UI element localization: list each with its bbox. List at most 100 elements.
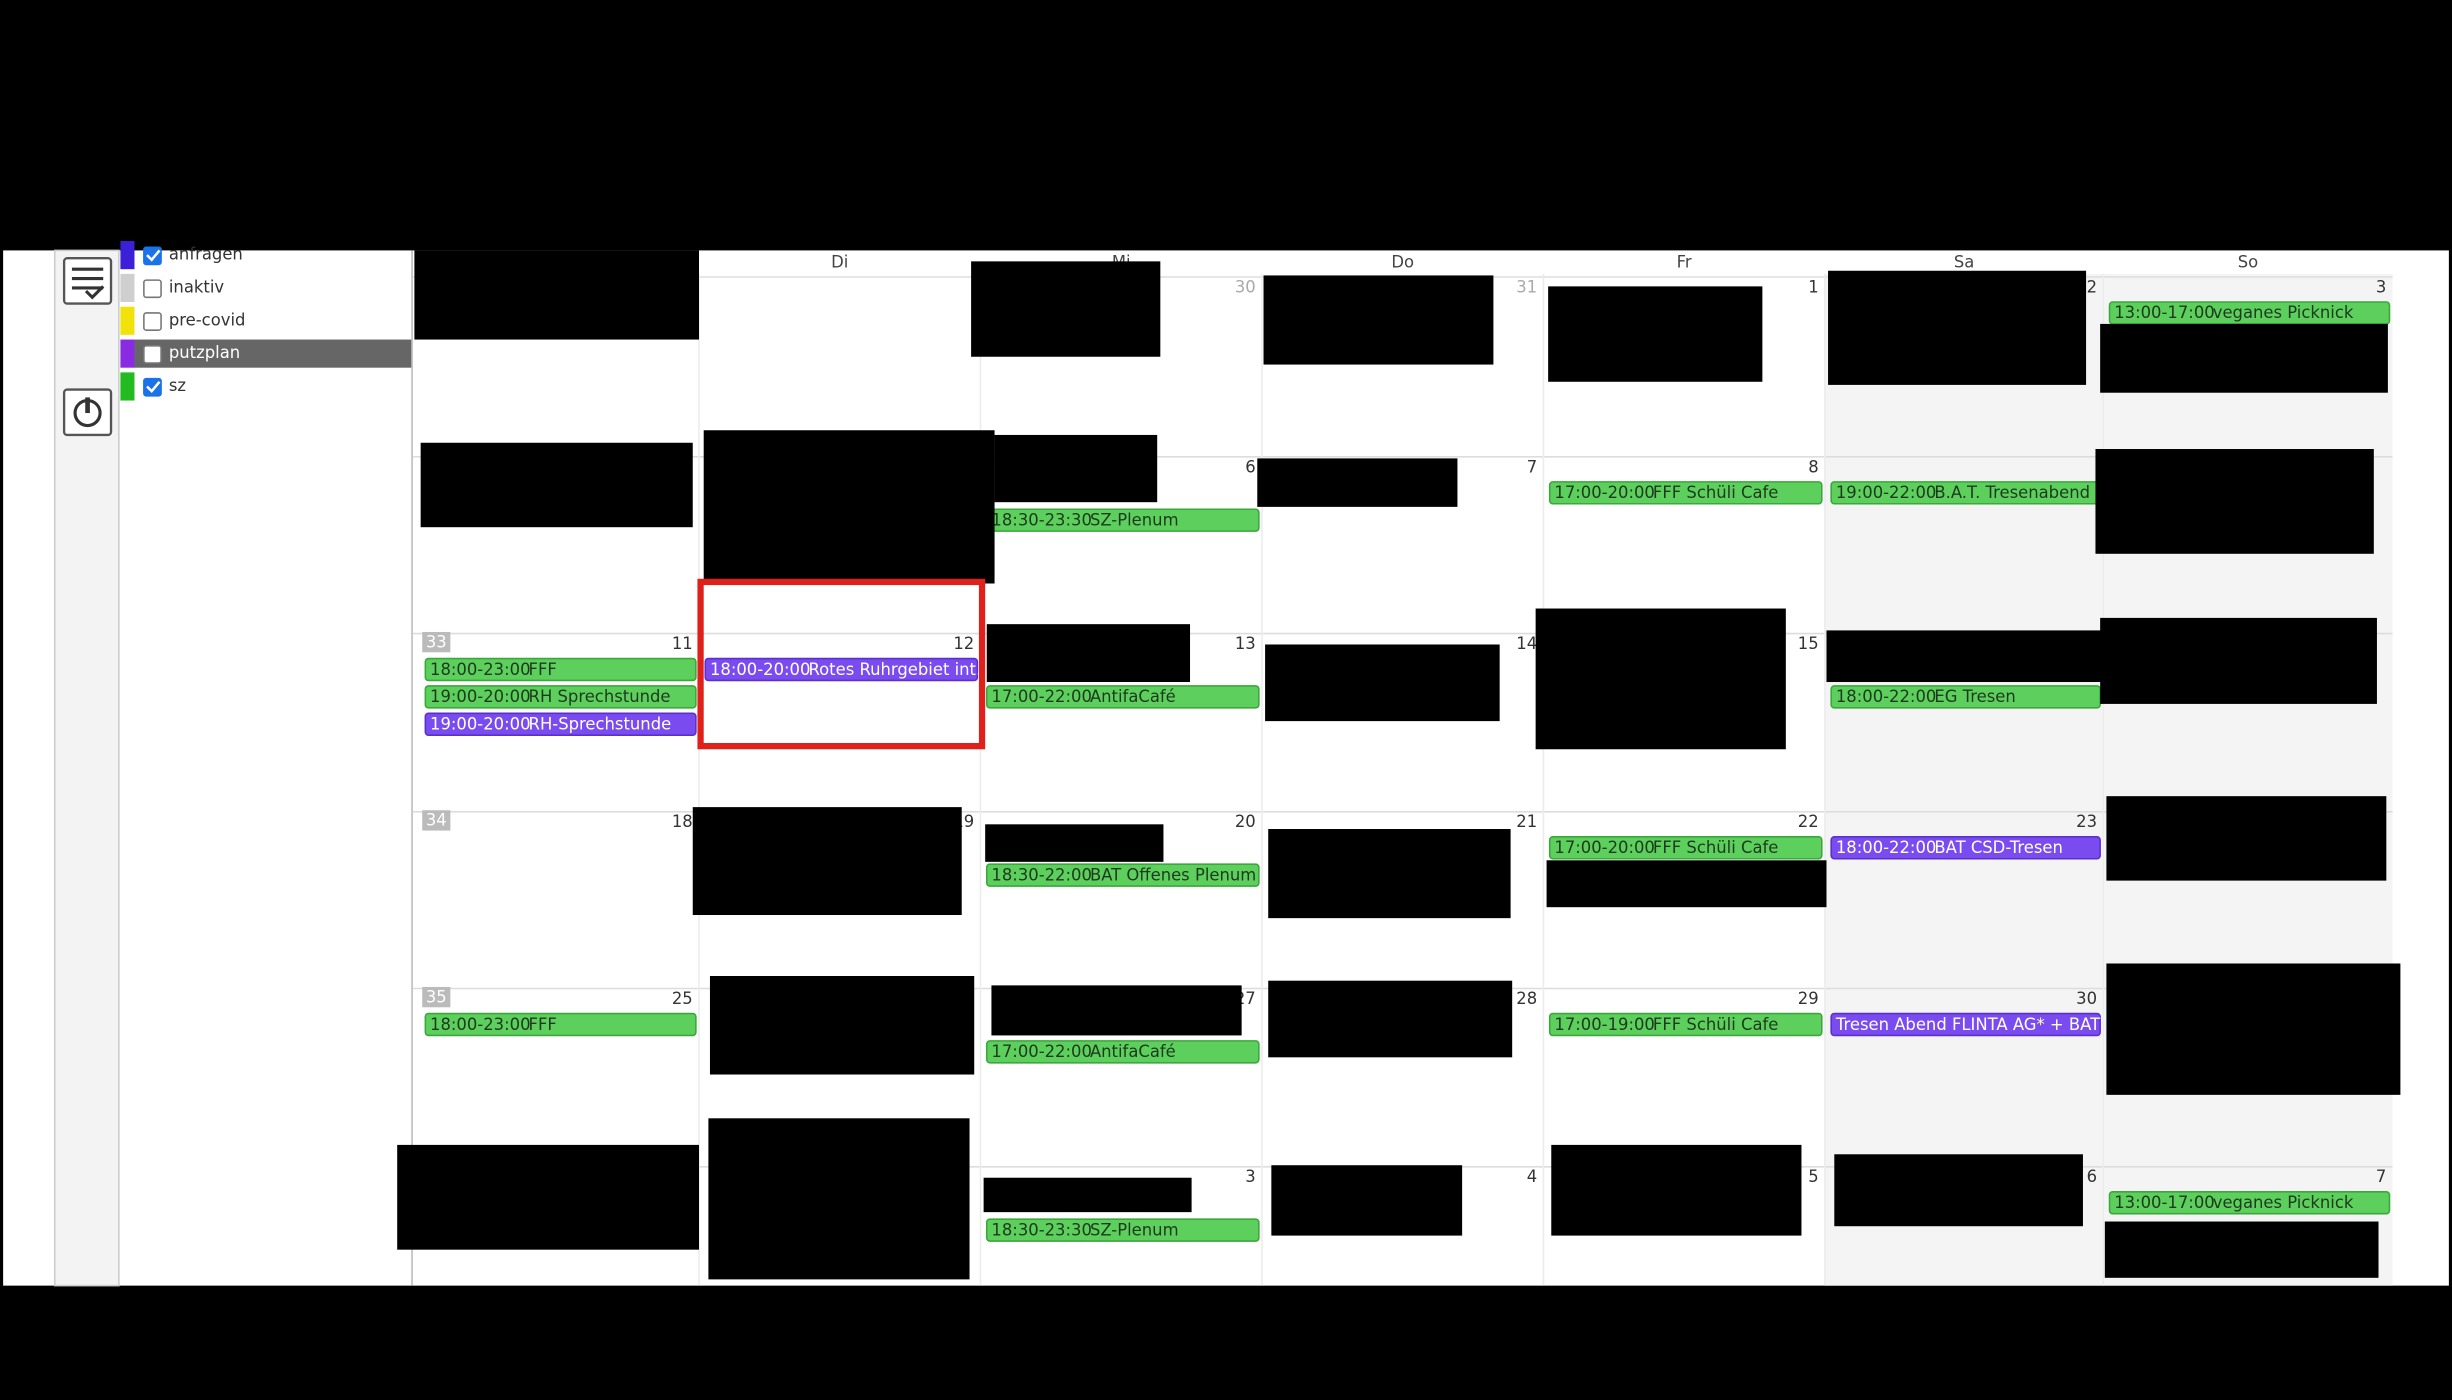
day-number: 18 [672,812,693,831]
calendar-item[interactable]: pre-covid [120,306,246,335]
event-bar [424,1012,697,1037]
day-number: 12 [953,634,974,653]
checkbox [143,377,162,397]
event-bar [2108,1191,2391,1215]
event-time: 18:30-23:30 [991,1220,1091,1239]
checkbox [143,312,162,331]
week-number-bg [422,986,451,1008]
calendar-label: pre-covid [169,310,246,329]
event-bar [704,657,979,682]
day-number: 5 [1808,1167,1818,1186]
day-number: 3 [2376,277,2386,296]
event-time: 13:00-17:00 [2114,303,2214,322]
event-bar [1548,481,1823,505]
weekday: So [2238,252,2258,271]
event-title: Rotes Ruhrgebiet int… [808,660,992,679]
event-bar [985,863,1260,887]
day-number: 15 [1798,634,1819,653]
event-bar [985,1218,1260,1242]
selected-row [134,339,412,368]
event-bar [1830,836,2101,860]
day-number: 1 [1808,277,1818,296]
calendar-label: sz [169,376,186,395]
power-button[interactable] [62,388,113,437]
event-title: SZ-Plenum [1090,1220,1179,1239]
event-bar [985,1040,1260,1064]
calendar-item[interactable]: putzplan [120,339,412,368]
event-bar [424,685,697,709]
event-time: 17:00-22:00 [991,687,1091,706]
redactions [397,250,2401,1280]
event-time: 18:00-23:00 [430,1015,530,1034]
calendar-label: putzplan [169,343,240,362]
event-title: Tresen Abend FLINTA AG* + BAT [1835,1015,2101,1034]
calendar-color [120,241,135,270]
day-number: 20 [1235,812,1256,831]
event-title: BAT CSD-Tresen [1934,838,2063,857]
day-number: 7 [2376,1167,2386,1186]
day-number: 6 [2087,1167,2097,1186]
calendar-color [120,339,135,368]
event-title: BAT Offenes Plenum [1090,865,1256,884]
day-number: 14 [1516,634,1537,653]
event-time: 18:30-23:30 [991,510,1091,529]
calendar-item[interactable]: anfragen [120,241,243,270]
day-number: 30 [1235,277,1256,296]
event-title: veganes Picknick [2213,303,2354,322]
calendar-item[interactable]: sz [120,372,186,401]
day-number: 30 [2076,989,2097,1008]
day-number: 6 [1245,457,1255,476]
day-number: 29 [1798,989,1819,1008]
event-time: 18:00-20:00 [710,660,810,679]
event[interactable]: 19:00-22:00B.A.T. Tresenabend [1830,481,2101,505]
calendar-color [120,306,135,335]
calendar-label: anfragen [169,245,243,264]
event-bar [1548,836,1823,860]
event-title: veganes Picknick [2213,1193,2354,1212]
event-bar [1830,685,2101,709]
event-title: FFF Schüli Cafe [1653,838,1778,857]
list-view-button[interactable] [62,257,113,305]
highlight-box [697,578,986,750]
event-bar [1830,1012,2101,1037]
week-number: 33 [426,632,447,651]
event-title: EG Tresen [1934,687,2015,706]
day-number: 8 [1808,457,1818,476]
day-number: 2 [2087,277,2097,296]
day-number: 22 [1798,812,1819,831]
event-bar [985,685,1260,709]
event-time: 13:00-17:00 [2114,1193,2214,1212]
event[interactable]: Tresen Abend FLINTA AG* + BAT [1830,1012,2101,1037]
event-title: FFF [529,1015,557,1034]
event-time: 18:30-22:00 [991,865,1091,884]
event-time: 18:00-22:00 [1836,687,1936,706]
calendar-color [120,372,135,401]
event-title: RH-Sprechstunde [529,715,672,734]
weekday: Fr [1677,252,1692,271]
day-number: 11 [672,634,693,653]
weekday: Sa [1954,252,1974,271]
calendar-color [120,273,135,303]
calendar-item[interactable]: inaktiv [120,273,224,303]
event-title: B.A.T. Tresenabend [1934,483,2090,502]
event-bar [424,712,697,736]
check [146,380,161,394]
